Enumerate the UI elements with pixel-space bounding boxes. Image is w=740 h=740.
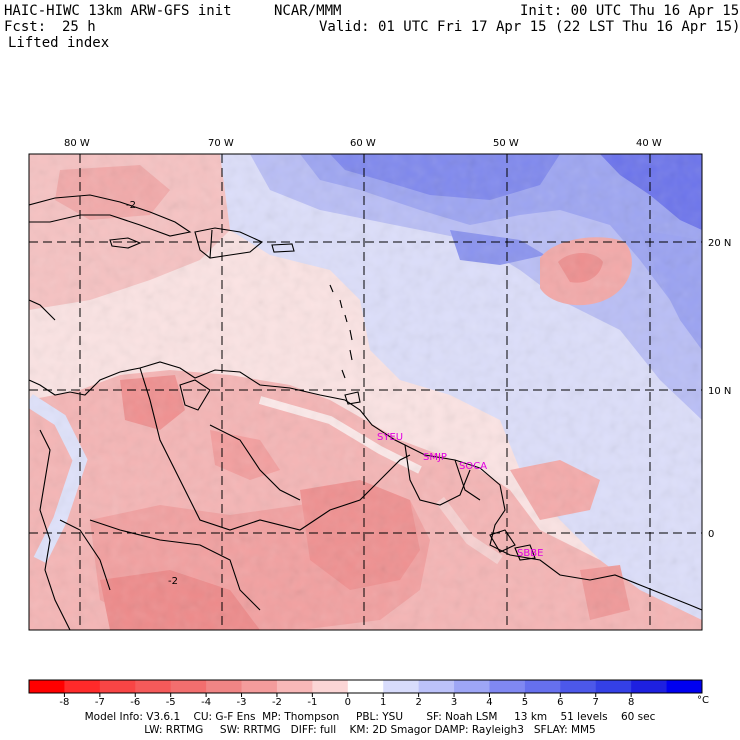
station-soca: SOCA: [459, 461, 487, 472]
colorbar-label: 8: [628, 697, 634, 708]
colorbar-label: -2: [272, 697, 282, 708]
colorbar-label: -3: [237, 697, 247, 708]
org-label: NCAR/MMM: [274, 3, 342, 19]
colorbar-label: -8: [59, 697, 69, 708]
colorbar-swatch: [418, 680, 455, 693]
colorbar-label: -4: [201, 697, 211, 708]
colorbar-label: -6: [130, 697, 140, 708]
colorbar-swatch: [64, 680, 101, 693]
longitude-labels: 80 W 70 W 60 W 50 W 40 W: [64, 138, 662, 149]
field-name: Lifted index: [8, 35, 110, 51]
station-syeu: SYEU: [377, 432, 403, 443]
fcst-value: 25 h: [62, 19, 96, 35]
lon-label: 40 W: [636, 138, 662, 149]
colorbar-label: 7: [593, 697, 599, 708]
colorbar-swatch: [631, 680, 668, 693]
colorbar-label: -1: [307, 697, 317, 708]
colorbar-swatch: [560, 680, 597, 693]
colorbar-label: 4: [486, 697, 492, 708]
colorbar-label: -5: [166, 697, 176, 708]
latitude-labels: 20 N 10 N 0: [708, 238, 731, 540]
model-info-line1: Model Info: V3.6.1 CU: G-F Ens MP: Thomp…: [84, 711, 656, 723]
colorbar-swatch: [276, 680, 313, 693]
lat-label: 20 N: [708, 238, 731, 249]
model-info-line2: LW: RRTMG SW: RRTMG DIFF: full KM: 2D Sm…: [144, 724, 596, 736]
colorbar-frame: [28, 679, 703, 694]
colorbar-swatch: [29, 680, 65, 693]
colorbar-label: 3: [451, 697, 457, 708]
colorbar-label: 1: [380, 697, 386, 708]
colorbar: [28, 679, 703, 697]
colorbar-swatch: [99, 680, 136, 693]
contour-label: -2: [168, 576, 178, 587]
map-frame: [28, 153, 703, 631]
station-labels: SYEU SMJP SOCA SBBE: [377, 432, 543, 559]
colorbar-swatch: [524, 680, 561, 693]
model-title: HAIC-HIWC 13km ARW-GFS init: [4, 3, 232, 19]
colorbar-swatch: [170, 680, 207, 693]
lat-label: 10 N: [708, 386, 731, 397]
colorbar-label: 2: [415, 697, 421, 708]
lon-label: 70 W: [208, 138, 234, 149]
colorbar-swatch: [595, 680, 632, 693]
colorbar-swatch: [312, 680, 349, 693]
colorbar-swatch: [206, 680, 243, 693]
station-sbbe: SBBE: [517, 548, 543, 559]
lon-label: 60 W: [350, 138, 376, 149]
colorbar-swatch: [241, 680, 278, 693]
graticule: [29, 154, 702, 630]
lifted-index-field: [29, 154, 702, 630]
colorbar-swatch: [666, 680, 703, 693]
lon-label: 50 W: [493, 138, 519, 149]
colorbar-swatch: [454, 680, 490, 693]
colorbar-labels: -8 -7 -6 -5 -4 -3 -2 -1 0 1 2 3 4 5 6 7 8: [59, 697, 634, 708]
colorbar-swatch: [347, 680, 384, 693]
lat-label: 0: [708, 529, 714, 540]
colorbar-label: 0: [345, 697, 351, 708]
colorbar-label: 5: [522, 697, 528, 708]
colorbar-label: -7: [95, 697, 105, 708]
fcst-label: Fcst:: [4, 19, 47, 35]
station-smjp: SMJP: [423, 452, 447, 463]
valid-time: Valid: 01 UTC Fri 17 Apr 15 (22 LST Thu …: [319, 19, 740, 35]
init-time: Init: 00 UTC Thu 16 Apr 15: [520, 3, 740, 19]
coastlines: [29, 194, 702, 630]
colorbar-swatch: [135, 680, 172, 693]
colorbar-swatch: [489, 680, 526, 693]
contour-labels: -2 -2: [126, 200, 178, 587]
contour-label: -2: [126, 200, 136, 211]
lon-label: 80 W: [64, 138, 90, 149]
colorbar-label: 6: [557, 697, 563, 708]
colorbar-unit: °C: [697, 695, 709, 706]
colorbar-swatch: [383, 680, 420, 693]
